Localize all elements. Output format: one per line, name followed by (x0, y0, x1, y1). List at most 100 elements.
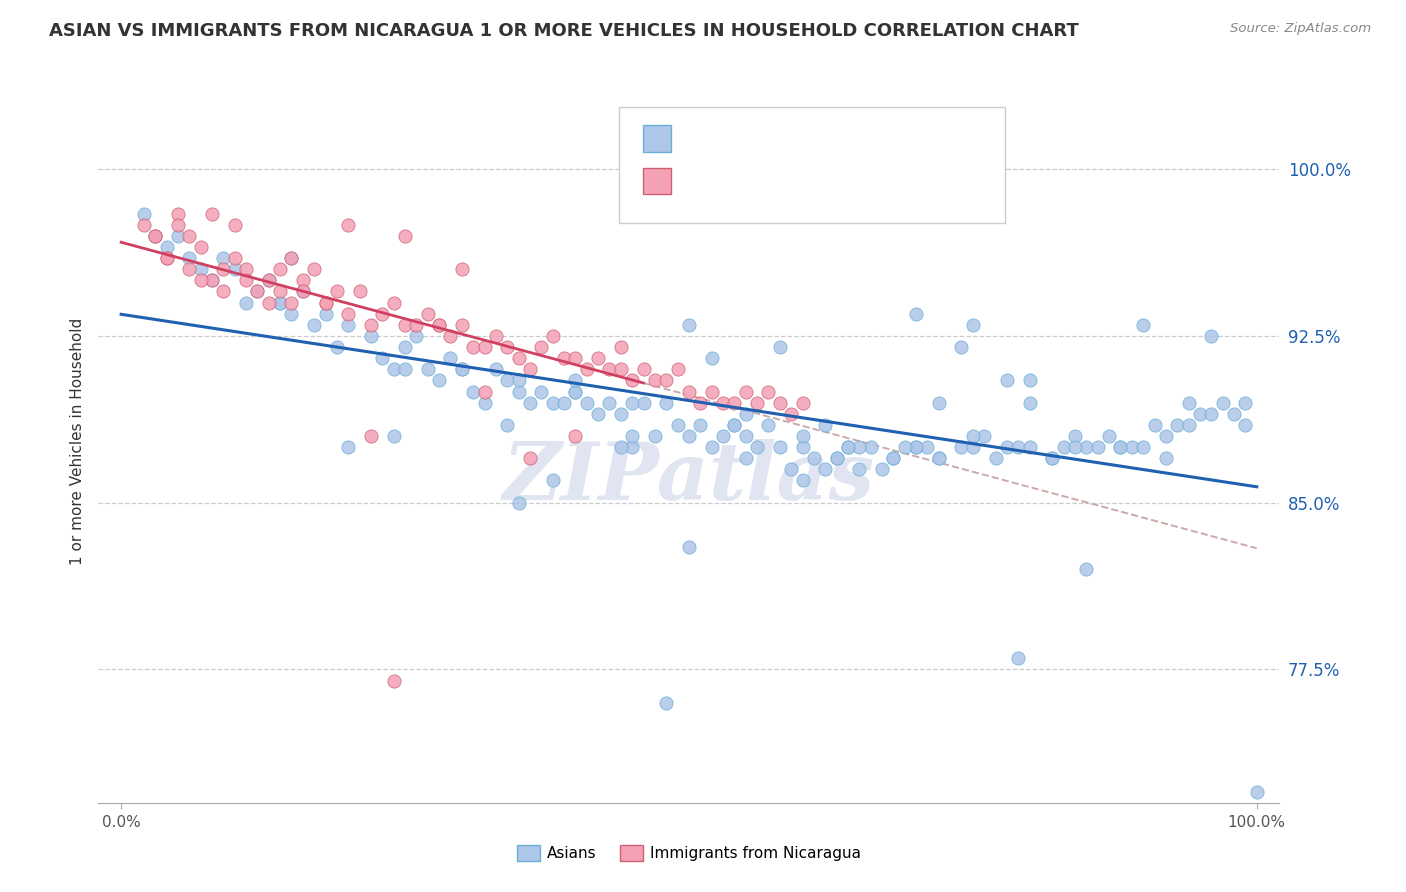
Point (621, 440, 644, 454)
Point (984, 451, 1007, 466)
Point (360, 318, 382, 332)
Point (416, 362, 439, 376)
Point (394, 228, 416, 243)
Text: N =: N = (823, 129, 853, 147)
Point (143, 228, 166, 243)
Point (132, 218, 155, 232)
Point (769, 395, 792, 409)
Point (723, 417, 745, 432)
Point (1040, 451, 1063, 466)
Point (678, 429, 700, 443)
Point (928, 451, 950, 466)
Point (758, 417, 780, 432)
Point (666, 417, 689, 432)
Point (1109, 440, 1132, 454)
Point (1064, 440, 1087, 454)
Point (291, 285, 314, 299)
Point (201, 273, 224, 287)
Point (586, 351, 609, 366)
Point (326, 340, 349, 354)
Point (564, 373, 586, 387)
Point (190, 262, 212, 277)
Point (167, 218, 190, 232)
Point (474, 384, 496, 399)
Point (439, 351, 461, 366)
Point (1132, 318, 1154, 332)
Point (837, 440, 859, 454)
Point (734, 451, 756, 466)
Point (450, 362, 472, 376)
Point (179, 262, 201, 277)
Point (450, 362, 472, 376)
Point (962, 318, 984, 332)
Point (496, 417, 519, 432)
Point (825, 451, 848, 466)
Text: Source: ZipAtlas.com: Source: ZipAtlas.com (1230, 22, 1371, 36)
Point (132, 207, 155, 221)
Point (235, 273, 257, 287)
Point (212, 251, 235, 265)
Point (257, 273, 280, 287)
Point (655, 373, 678, 387)
Point (792, 395, 814, 409)
Point (155, 240, 177, 254)
Point (905, 440, 928, 454)
Point (519, 362, 541, 376)
Point (598, 395, 620, 409)
Point (837, 440, 859, 454)
Point (394, 362, 416, 376)
Point (508, 373, 530, 387)
Point (962, 429, 984, 443)
Point (962, 440, 984, 454)
Point (382, 362, 405, 376)
Point (212, 285, 235, 299)
Point (474, 340, 496, 354)
Point (541, 474, 564, 488)
Legend: Asians, Immigrants from Nicaragua: Asians, Immigrants from Nicaragua (510, 839, 868, 867)
Point (1234, 417, 1257, 432)
Point (825, 451, 848, 466)
Point (564, 351, 586, 366)
Point (905, 440, 928, 454)
Point (246, 285, 269, 299)
Point (792, 474, 814, 488)
Text: 0.196: 0.196 (727, 129, 779, 147)
Point (995, 373, 1018, 387)
Point (1201, 329, 1223, 343)
Point (485, 329, 508, 343)
Point (508, 351, 530, 366)
Point (711, 429, 734, 443)
Point (1076, 562, 1098, 576)
Point (1018, 395, 1040, 409)
Point (496, 373, 519, 387)
Point (928, 451, 950, 466)
Point (201, 273, 224, 287)
Point (541, 329, 564, 343)
Point (394, 318, 416, 332)
Point (212, 262, 235, 277)
Point (666, 362, 689, 376)
Point (882, 451, 904, 466)
Point (291, 285, 314, 299)
Point (1076, 440, 1098, 454)
Point (450, 318, 472, 332)
Point (1018, 373, 1040, 387)
Point (621, 395, 644, 409)
Point (143, 228, 166, 243)
Point (1166, 417, 1188, 432)
Point (689, 417, 711, 432)
Point (337, 218, 360, 232)
Point (1177, 395, 1199, 409)
Point (769, 340, 792, 354)
Point (1087, 440, 1109, 454)
Point (382, 295, 405, 310)
Point (269, 295, 291, 310)
Point (201, 207, 224, 221)
Point (1132, 440, 1154, 454)
Point (382, 673, 405, 688)
Point (326, 285, 349, 299)
Point (291, 273, 314, 287)
Point (280, 251, 302, 265)
Point (917, 440, 939, 454)
Point (644, 429, 666, 443)
